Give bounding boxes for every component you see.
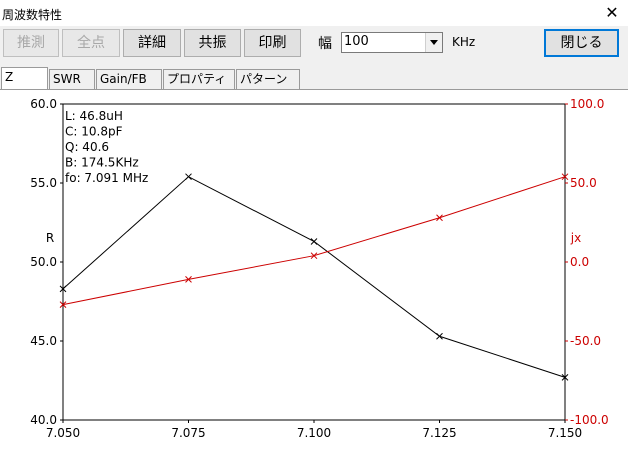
window-title: 周波数特性 bbox=[2, 8, 63, 22]
x-tick-label: 7.150 bbox=[548, 426, 582, 440]
annotation-line: C: 10.8pF bbox=[65, 125, 123, 139]
x-tick-label: 7.100 bbox=[297, 426, 331, 440]
right-tick-label: 0.0 bbox=[570, 255, 589, 269]
data-point bbox=[59, 301, 67, 309]
right-axis-label: jx bbox=[570, 231, 581, 245]
data-point bbox=[561, 173, 569, 181]
tab-divider bbox=[0, 89, 628, 90]
left-tick-label: 55.0 bbox=[30, 176, 57, 190]
width-select[interactable]: 100 bbox=[341, 32, 443, 53]
right-tick-labels: -100.0 -50.0 0.0 50.0 100.0 bbox=[565, 97, 609, 427]
x-tick-label: 7.125 bbox=[422, 426, 456, 440]
data-point bbox=[59, 285, 67, 293]
right-tick-label: -100.0 bbox=[570, 413, 609, 427]
tab-z[interactable]: Z bbox=[1, 67, 48, 90]
tab-pattern[interactable]: パターン bbox=[236, 69, 300, 89]
left-axis-label: R bbox=[46, 231, 54, 245]
tab-properties[interactable]: プロパティ bbox=[163, 69, 235, 89]
left-tick-label: 45.0 bbox=[30, 334, 57, 348]
all-points-button[interactable]: 全点 bbox=[62, 29, 120, 57]
annotation-line: L: 46.8uH bbox=[65, 109, 123, 123]
print-button[interactable]: 印刷 bbox=[244, 29, 301, 57]
data-point bbox=[185, 276, 192, 283]
estimate-button[interactable]: 推測 bbox=[3, 29, 59, 57]
right-tick-label: 100.0 bbox=[570, 97, 604, 111]
series-line-R bbox=[62, 176, 566, 378]
annotation-line: fo: 7.091 MHz bbox=[65, 171, 148, 185]
width-label: 幅 bbox=[318, 36, 332, 52]
close-button[interactable]: 閉じる bbox=[544, 29, 619, 57]
data-point bbox=[310, 238, 318, 245]
close-icon[interactable]: ✕ bbox=[605, 3, 619, 22]
annotation-line: Q: 40.6 bbox=[65, 140, 109, 154]
data-point bbox=[310, 252, 318, 260]
width-value: 100 bbox=[344, 34, 369, 49]
data-point bbox=[561, 373, 569, 381]
series-line-jx bbox=[62, 176, 566, 306]
details-button[interactable]: 詳細 bbox=[123, 29, 181, 57]
x-tick-labels: 7.050 7.075 7.100 7.125 7.150 bbox=[46, 420, 582, 440]
tab-gain-fb[interactable]: Gain/FB bbox=[96, 69, 162, 89]
plot-area bbox=[62, 103, 566, 421]
width-unit-label: KHz bbox=[452, 35, 476, 49]
right-tick-label: 50.0 bbox=[570, 176, 597, 190]
toolbar: 推測 全点 詳細 共振 印刷 幅 100 KHz 閉じる bbox=[0, 26, 628, 62]
data-point bbox=[436, 332, 443, 340]
series bbox=[59, 173, 569, 381]
left-tick-label: 50.0 bbox=[30, 255, 57, 269]
chevron-down-icon[interactable] bbox=[425, 33, 442, 52]
resonance-button[interactable]: 共振 bbox=[184, 29, 241, 57]
left-tick-label: 40.0 bbox=[30, 413, 57, 427]
impedance-chart: L: 46.8uH C: 10.8pF Q: 40.6 B: 174.5KHz fo: … bbox=[0, 90, 628, 454]
tab-bar: Z SWR Gain/FB プロパティ パターン bbox=[0, 62, 628, 90]
data-point bbox=[185, 173, 192, 181]
x-tick-label: 7.075 bbox=[171, 426, 205, 440]
left-tick-labels: 40.0 45.0 50.0 55.0 60.0 bbox=[30, 97, 63, 427]
data-point bbox=[436, 214, 443, 222]
tab-swr[interactable]: SWR bbox=[49, 69, 95, 89]
annotation-line: B: 174.5KHz bbox=[65, 156, 139, 170]
title-bar: 周波数特性 ✕ bbox=[0, 0, 628, 26]
right-tick-label: -50.0 bbox=[570, 334, 601, 348]
left-tick-label: 60.0 bbox=[30, 97, 57, 111]
x-tick-label: 7.050 bbox=[46, 426, 80, 440]
